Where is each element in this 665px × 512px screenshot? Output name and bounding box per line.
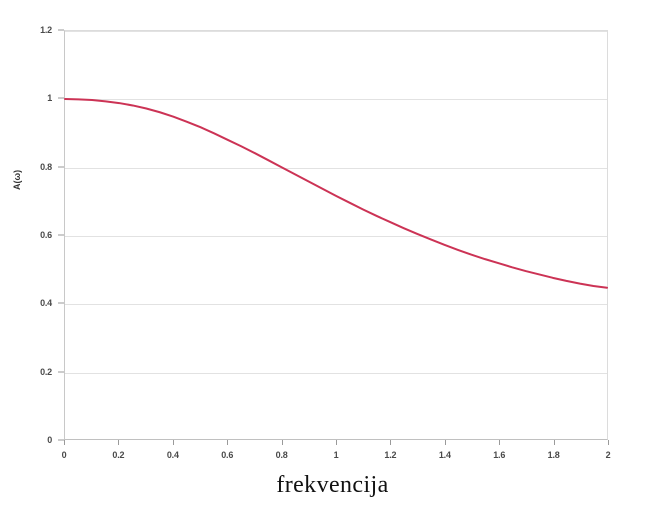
y-axis-tick-mark [58,166,64,168]
x-axis-tick-label: 2 [605,450,611,460]
x-axis-tick-labels: 0 0.2 0.4 0.6 0.8 1 1.2 1.4 1.6 1.8 2 [0,440,665,470]
x-axis-tick-mark [499,440,501,445]
y-axis-tick-label: 1 [47,93,52,104]
gridline [65,304,607,306]
x-axis-tick-mark [444,440,446,445]
x-axis-tick-mark [608,440,609,445]
x-axis-tick-label: 0 [61,450,67,460]
gridlines [65,31,607,439]
y-axis-tick-label: 0.6 [40,230,52,240]
gridline [65,167,607,169]
y-axis-tick-label: 0.8 [40,161,52,172]
y-axis-tick-mark [58,234,64,236]
x-axis-tick-mark [281,440,283,445]
x-axis-tick-label: 0.6 [221,450,234,460]
x-axis-tick-label: 0.4 [166,450,179,460]
plot-area [64,30,608,440]
x-axis-tick-mark [118,440,120,445]
gridline [65,99,607,101]
x-axis-tick-label: 0.2 [112,450,125,460]
x-axis-tick-label: 0.8 [275,450,288,460]
y-axis-title: A(ω) [12,169,22,190]
y-axis-tick-mark [58,302,64,304]
y-axis-tick-label: 1.2 [40,25,52,35]
y-axis-tick-label: 0 [47,435,52,445]
y-axis-tick-mark [58,29,64,31]
x-axis-tick-mark [64,440,65,445]
gridline [65,372,607,374]
data-series-line [65,31,607,439]
x-axis-tick-mark [390,440,392,445]
x-axis-tick-mark [336,440,337,445]
x-axis-title: frekvencija [276,472,389,498]
y-axis-tick-labels: 0 0.2 0.4 0.6 0.8 1 1.2 [0,0,64,512]
x-axis-tick-mark [553,440,555,445]
x-axis-tick-label: 1.8 [547,450,560,460]
x-axis-tick-mark [227,440,229,445]
x-axis-tick-mark [172,440,174,445]
gridline [65,236,607,237]
y-axis-tick-mark [58,371,64,373]
y-axis-tick-mark [58,439,64,441]
x-axis-tick-label: 1.6 [493,450,506,460]
y-axis-tick-mark [58,97,64,99]
x-axis-tick-label: 1.4 [438,450,451,460]
gridline [65,31,607,32]
x-axis-tick-label: 1.2 [384,450,397,460]
y-axis-tick-label: 0.4 [40,298,52,309]
y-axis-tick-label: 0.2 [40,366,52,377]
x-axis-tick-label: 1 [333,450,339,460]
